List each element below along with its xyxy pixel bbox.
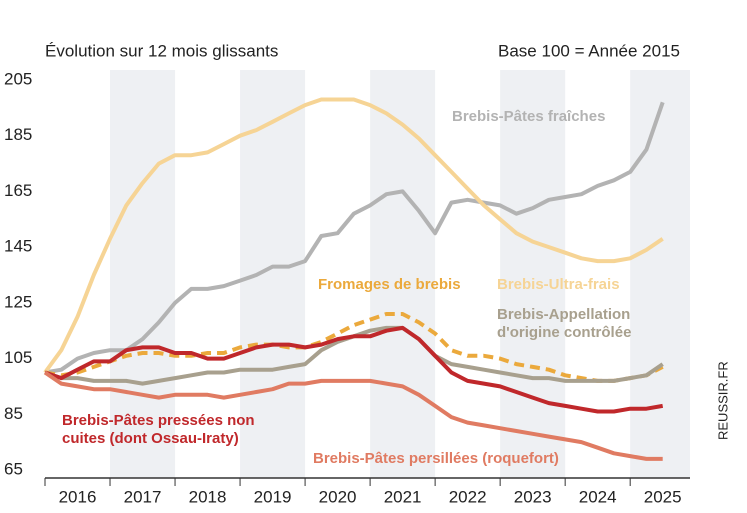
series-label: Brebis-Appellation d'origine contrôlée — [497, 306, 632, 341]
x-tick-label: 2021 — [384, 487, 422, 506]
y-tick-label: 185 — [4, 125, 32, 144]
x-tick-label: 2025 — [644, 487, 682, 506]
x-tick-label: 2019 — [254, 487, 292, 506]
x-tick-label: 2022 — [449, 487, 487, 506]
x-tick-label: 2023 — [514, 487, 552, 506]
x-tick-label: 2016 — [59, 487, 97, 506]
series-line — [43, 370, 663, 461]
y-tick-label: 125 — [4, 292, 32, 311]
x-tick-label: 2017 — [124, 487, 162, 506]
series-label: Brebis-Ultra-frais — [497, 276, 620, 293]
year-band — [240, 70, 306, 478]
chart-title: Évolution sur 12 mois glissants — [45, 41, 278, 60]
year-band — [370, 70, 436, 478]
year-band — [500, 70, 566, 478]
y-tick-label: 165 — [4, 181, 32, 200]
series-label: Fromages de brebis — [318, 276, 461, 293]
series-line — [43, 97, 664, 374]
year-band — [110, 70, 176, 478]
x-tick-label: 2020 — [319, 487, 357, 506]
y-tick-label: 145 — [4, 237, 32, 256]
y-tick-label: 65 — [4, 459, 23, 478]
chart-subtitle: Base 100 = Année 2015 — [498, 41, 680, 60]
y-tick-label: 105 — [4, 348, 32, 367]
x-tick-label: 2024 — [579, 487, 617, 506]
y-tick-label: 85 — [4, 404, 23, 423]
series-label: Brebis-Pâtes pressées non cuites (dont O… — [62, 412, 255, 447]
series-line — [44, 325, 664, 414]
series-line — [44, 101, 665, 375]
source: REUSSIR.FR — [715, 361, 730, 440]
year-band — [630, 70, 690, 478]
y-tick-label: 205 — [4, 69, 32, 88]
x-tick-label: 2018 — [189, 487, 227, 506]
series-label: Brebis-Pâtes persillées (roquefort) — [313, 450, 559, 467]
series-label: Brebis-Pâtes fraîches — [452, 108, 606, 125]
